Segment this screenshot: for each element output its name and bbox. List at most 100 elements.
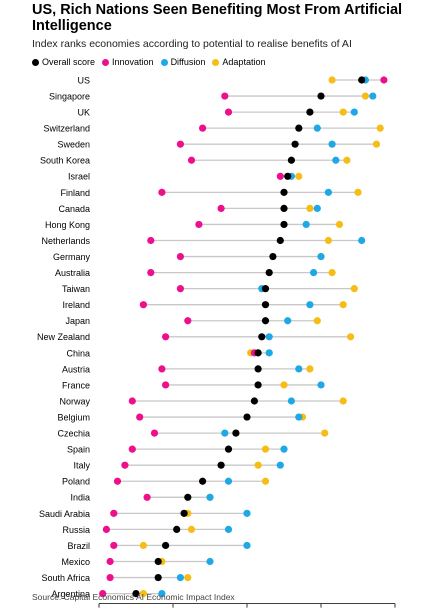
innovation-dot-netherlands (147, 236, 155, 245)
overall-dot-japan (261, 317, 270, 325)
diffusion-dot-netherlands (358, 236, 366, 245)
adaptation-dot-japan (313, 317, 321, 325)
innovation-dot-japan (184, 317, 192, 325)
diffusion-dot-poland (224, 477, 233, 485)
country-label-spain: Spain (67, 445, 90, 455)
legend-item-adaptation: Adaptation (212, 57, 265, 67)
overall-dot-brazil (162, 541, 170, 550)
legend-item-innovation: Innovation (102, 57, 154, 67)
innovation-dot-finland (158, 188, 166, 196)
diffusion-dot-south-africa (176, 573, 184, 582)
overall-dot-china (254, 349, 262, 357)
country-label-argentina: Argentina (51, 589, 90, 599)
diffusion-dot-sweden (328, 140, 336, 148)
country-label-south-korea: South Korea (40, 156, 90, 166)
country-label-finland: Finland (60, 188, 90, 198)
innovation-dot-belgium (136, 413, 144, 421)
innovation-dot-czechia (150, 429, 159, 437)
innovation-dot-brazil (110, 541, 118, 550)
innovation-dot-hong-kong (195, 220, 203, 229)
adaptation-dot-uk (339, 108, 347, 116)
adaptation-dot-brazil (139, 541, 147, 550)
diffusion-dot-spain (280, 445, 288, 453)
diffusion-dot-china (265, 349, 273, 357)
innovation-dot-ireland (139, 301, 147, 309)
adaptation-dot-russia (187, 525, 196, 534)
country-label-switzerland: Switzerland (43, 124, 90, 134)
diffusion-dot-uk (350, 108, 358, 116)
country-label-israel: Israel (68, 172, 90, 182)
diffusion-dot-canada (313, 204, 321, 212)
country-label-saudi-arabia: Saudi Arabia (39, 509, 90, 519)
diffusion-dot-argentina (158, 590, 166, 598)
country-label-poland: Poland (62, 477, 90, 487)
innovation-dot-australia (147, 269, 155, 277)
country-label-new-zealand: New Zealand (37, 332, 90, 342)
diffusion-dot-australia (310, 269, 318, 277)
adaptation-dot-italy (254, 461, 262, 469)
overall-dot-uk (306, 108, 314, 116)
legend-dot-diffusion (160, 58, 168, 66)
adaptation-dot-czechia (321, 429, 329, 437)
chart-subtitle: Index ranks economies according to poten… (32, 38, 352, 50)
innovation-dot-saudi-arabia (110, 509, 118, 517)
country-label-brazil: Brazil (67, 541, 90, 551)
chart-source: Source: Capital Economics AI Economic Im… (32, 592, 235, 602)
innovation-dot-norway (128, 397, 136, 405)
legend-label-overall: Overall score (42, 57, 96, 67)
innovation-dot-russia (102, 525, 110, 534)
adaptation-dot-hong-kong (335, 220, 344, 229)
adaptation-dot-canada (306, 204, 314, 212)
chart-legend: Overall score Innovation Diffusion Adapt… (32, 57, 265, 67)
diffusion-dot-switzerland (313, 124, 321, 132)
diffusion-dot-germany (317, 252, 325, 261)
overall-dot-finland (280, 188, 288, 196)
diffusion-dot-finland (324, 188, 332, 196)
diffusion-dot-ireland (306, 301, 314, 309)
country-label-italy: Italy (73, 461, 90, 471)
diffusion-dot-south-korea (332, 156, 340, 164)
country-label-china: China (66, 348, 90, 358)
legend-label-adaptation: Adaptation (222, 57, 266, 67)
innovation-dot-india (143, 493, 151, 501)
country-label-mexico: Mexico (61, 557, 90, 567)
diffusion-dot-saudi-arabia (243, 509, 251, 517)
overall-dot-singapore (317, 92, 325, 100)
diffusion-dot-hong-kong (302, 220, 310, 229)
innovation-dot-canada (217, 204, 225, 212)
overall-dot-mexico (154, 557, 162, 566)
overall-dot-new-zealand (258, 333, 266, 341)
adaptation-dot-sweden (372, 140, 381, 148)
adaptation-dot-austria (306, 365, 314, 373)
overall-dot-israel (284, 172, 292, 180)
country-label-us: US (77, 75, 90, 85)
innovation-dot-uk (224, 108, 233, 116)
adaptation-dot-spain (261, 445, 270, 453)
country-label-sweden: Sweden (57, 140, 90, 150)
country-label-taiwan: Taiwan (62, 284, 90, 294)
overall-dot-france (254, 381, 262, 389)
diffusion-dot-india (206, 493, 214, 501)
legend-dot-adaptation (212, 58, 220, 66)
country-label-australia: Australia (55, 268, 90, 278)
country-label-austria: Austria (62, 364, 90, 374)
innovation-dot-poland (113, 477, 122, 485)
innovation-dot-france (162, 381, 170, 389)
chart-title: US, Rich Nations Seen Benefiting Most Fr… (32, 2, 403, 34)
adaptation-dot-south-korea (343, 156, 351, 164)
diffusion-dot-singapore (369, 92, 377, 100)
legend-dot-innovation (102, 58, 110, 66)
overall-dot-australia (265, 269, 273, 277)
innovation-dot-south-korea (187, 156, 196, 164)
overall-dot-south-africa (154, 573, 162, 582)
overall-dot-austria (254, 365, 262, 373)
innovation-dot-us (380, 76, 388, 84)
overall-dot-ireland (261, 301, 270, 309)
country-label-india: India (70, 493, 90, 503)
legend-dot-overall (32, 58, 39, 66)
innovation-dot-spain (128, 445, 136, 453)
overall-dot-canada (280, 204, 288, 212)
adaptation-dot-us (328, 76, 336, 84)
country-label-norway: Norway (59, 396, 90, 406)
country-label-russia: Russia (62, 525, 90, 535)
